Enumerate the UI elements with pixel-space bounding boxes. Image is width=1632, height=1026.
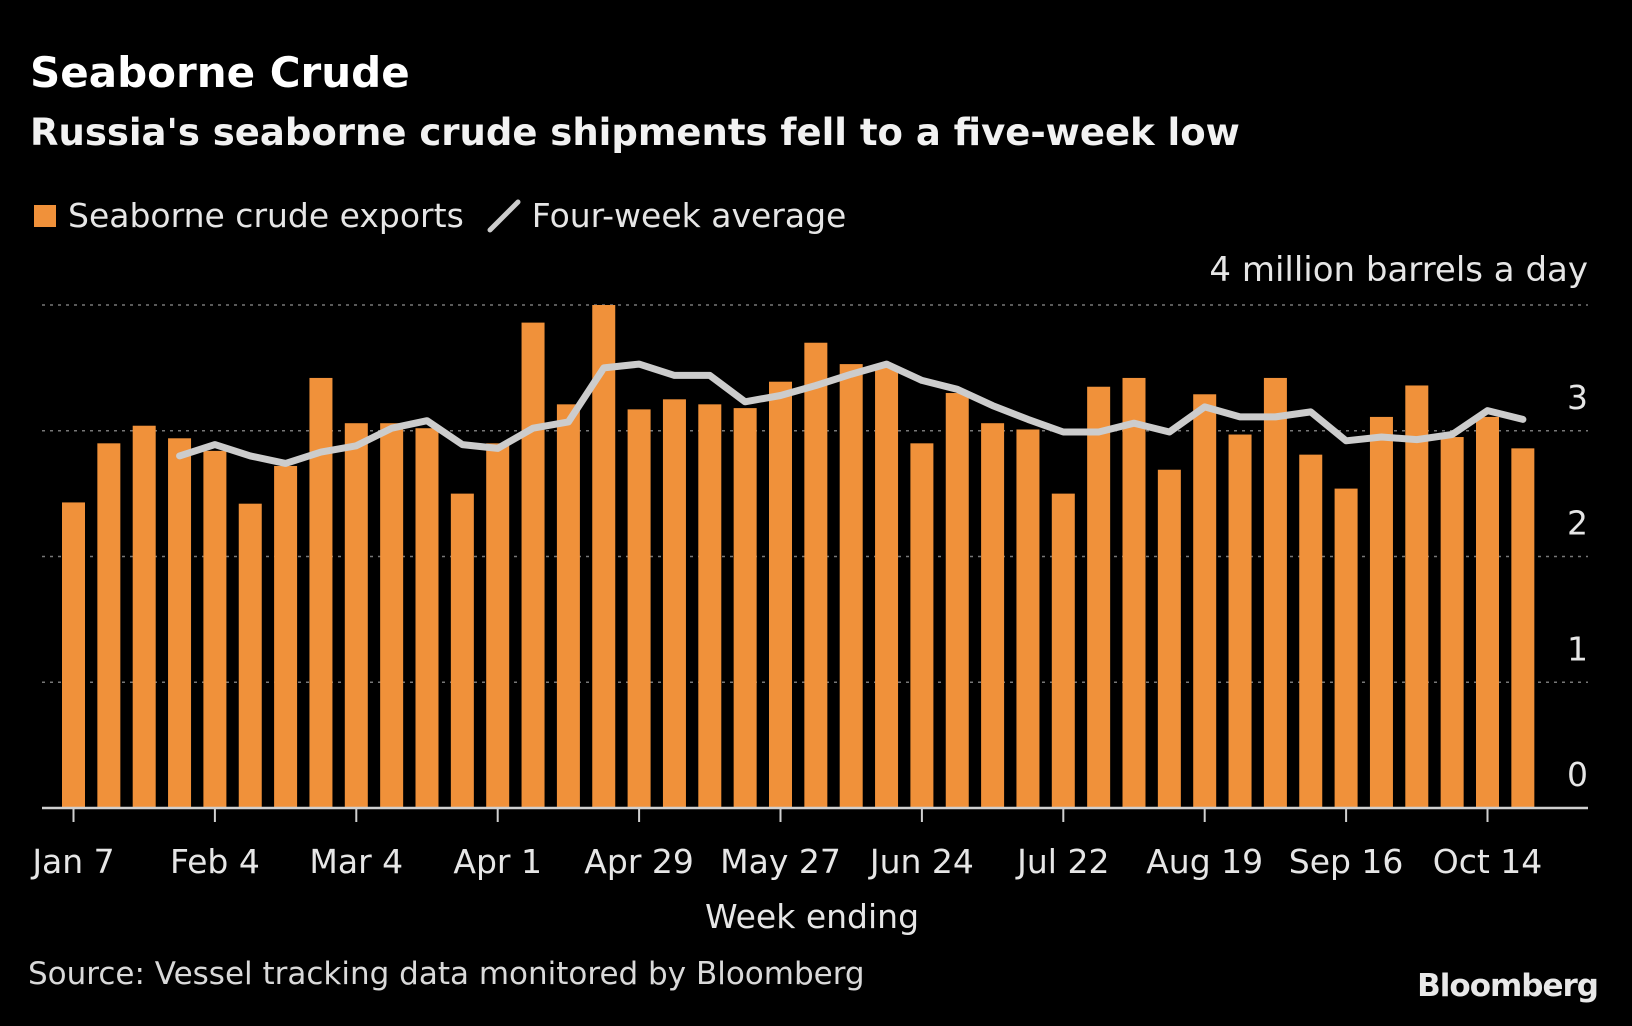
bar (1157, 469, 1181, 808)
bar (804, 342, 828, 808)
bar (1016, 429, 1040, 808)
average-line (176, 360, 1527, 467)
average-line-series (176, 360, 1527, 467)
bar (769, 381, 792, 808)
bar (875, 367, 899, 808)
x-tick-label: Sep 16 (1289, 842, 1404, 881)
bar (839, 364, 863, 808)
bar-line-chart: 0 1 2 3 4 million barrels a day Jan 7 Feb 4 Mar… (30, 250, 1588, 936)
bar (981, 423, 1005, 808)
bar (733, 408, 757, 808)
bar (168, 438, 192, 808)
bar (662, 399, 686, 808)
bar (415, 428, 439, 808)
bar (380, 423, 404, 808)
x-tick-label: Oct 14 (1433, 842, 1543, 881)
bar-series (62, 305, 1535, 808)
bar (1369, 416, 1393, 808)
source-note: Source: Vessel tracking data monitored b… (28, 956, 865, 992)
bar (1263, 377, 1287, 808)
chart-subtitle: Russia's seaborne crude shipments fell t… (30, 111, 1240, 154)
bar (97, 443, 121, 808)
bar (1476, 416, 1499, 808)
bar (344, 423, 368, 808)
legend-line-label: Four-week average (531, 196, 847, 235)
bar (556, 404, 580, 808)
bar (238, 503, 262, 808)
axes: 0 1 2 3 4 million barrels a day Jan 7 Feb 4 Mar… (30, 250, 1588, 936)
legend-bar-swatch (34, 204, 56, 227)
x-tick-label: Apr 29 (584, 842, 694, 881)
legend-line-swatch-icon (487, 199, 521, 232)
bar (1299, 454, 1323, 808)
x-tick-label: Apr 1 (453, 842, 542, 881)
x-axis-title: Week ending (705, 897, 919, 936)
legend: Seaborne crude exports Four-week average (34, 196, 846, 235)
y-tick-label: 1 (1567, 629, 1588, 668)
bar (592, 305, 616, 808)
legend-bar-label: Seaborne crude exports (68, 196, 464, 235)
bar (309, 377, 333, 808)
x-tick-label: Jun 24 (868, 842, 974, 881)
x-tick-label: Aug 19 (1146, 842, 1263, 881)
bar (203, 450, 227, 808)
brand-logo: Bloomberg (1417, 968, 1599, 1004)
bar (1511, 448, 1535, 808)
y-axis-unit-label: 4 million barrels a day (1209, 250, 1588, 290)
y-tick-label: 3 (1567, 378, 1588, 417)
bar (1087, 386, 1111, 808)
x-tick-label: May 27 (720, 842, 841, 881)
bar (627, 409, 651, 808)
bar (1193, 394, 1217, 808)
bar (1051, 493, 1075, 808)
bar (132, 425, 156, 808)
bar (521, 322, 545, 808)
bar (1440, 437, 1464, 808)
bar (1334, 488, 1358, 808)
bar (486, 443, 510, 808)
x-tick-label: Feb 4 (170, 842, 260, 881)
bar (945, 393, 969, 808)
bar (1122, 377, 1146, 808)
y-tick-label: 0 (1567, 755, 1588, 794)
bar (450, 493, 474, 808)
y-tick-label: 2 (1567, 504, 1588, 543)
x-tick-label: Jan 7 (30, 842, 114, 881)
bar (1405, 385, 1429, 808)
bar (910, 443, 934, 808)
bar (274, 465, 298, 808)
bar (1228, 434, 1252, 808)
chart-title: Seaborne Crude (30, 48, 410, 97)
x-tick-label: Jul 22 (1015, 842, 1109, 881)
x-tick-label: Mar 4 (309, 842, 403, 881)
bar (698, 404, 722, 808)
bar (62, 502, 85, 808)
